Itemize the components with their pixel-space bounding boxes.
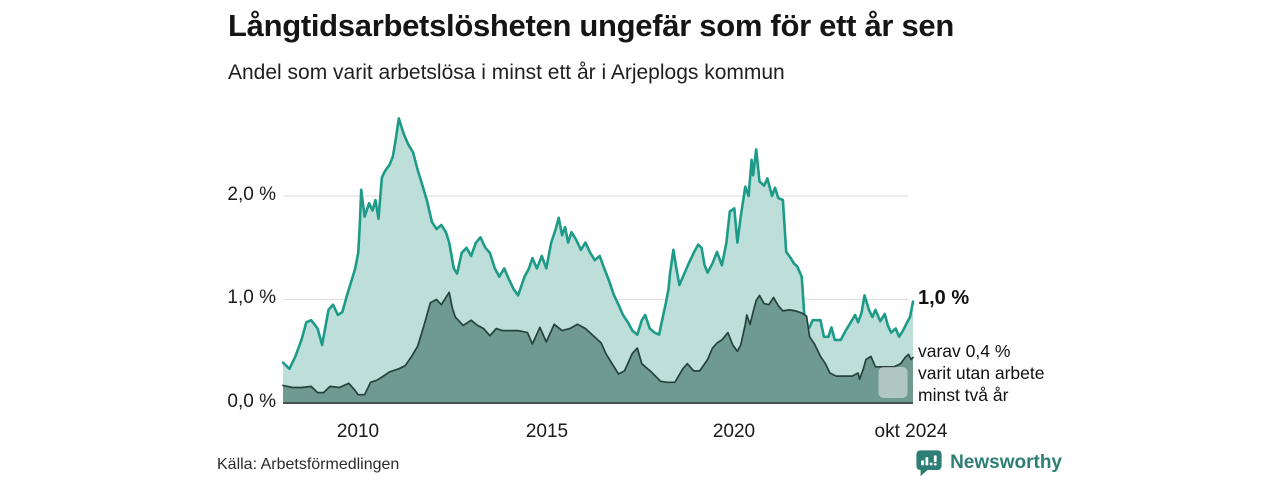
x-tick-okt-2024: okt 2024 (874, 421, 948, 442)
x-tick-2015: 2015 (525, 421, 569, 442)
y-tick-1: 1,0 % (227, 287, 276, 308)
trend-line-series-1 (282, 291, 914, 396)
area-series (281, 117, 915, 404)
end-sub-line-1: varav 0,4 % (918, 341, 1011, 361)
legend-key-two-years (878, 367, 908, 398)
y-tick-2: 2,0 % (227, 184, 276, 205)
end-sub-line-2: varit utan arbete (918, 363, 1045, 383)
area-fill-series-1 (283, 292, 913, 403)
end-value-label: 1,0 % (918, 287, 970, 309)
brand-lockup: Newsworthy (915, 449, 1062, 477)
end-sub-label: varav 0,4 % varit utan arbete minst två … (918, 340, 1044, 406)
bar-chart-speech-bubble-icon (915, 449, 943, 477)
page-title: Långtidsarbetslösheten ungefär som för e… (228, 8, 955, 43)
y-tick-0: 0,0 % (227, 391, 276, 412)
brand-name: Newsworthy (950, 452, 1062, 473)
trend-line-series-0 (281, 117, 915, 371)
end-sub-line-3: minst två år (918, 385, 1009, 405)
x-tick-2020: 2020 (712, 421, 756, 442)
source-credit: Källa: Arbetsförmedlingen (217, 456, 400, 473)
chart-subtitle: Andel som varit arbetslösa i minst ett å… (228, 61, 785, 84)
chart-annotations (283, 367, 913, 404)
x-tick-2010: 2010 (336, 421, 380, 442)
